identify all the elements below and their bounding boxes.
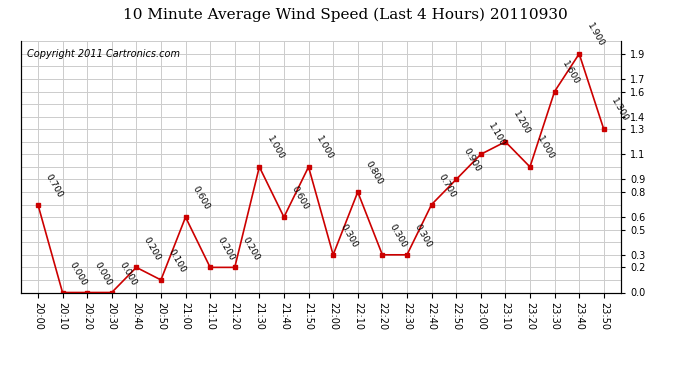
Text: 0.000: 0.000 — [92, 260, 113, 287]
Text: 0.700: 0.700 — [437, 172, 458, 199]
Text: 10 Minute Average Wind Speed (Last 4 Hours) 20110930: 10 Minute Average Wind Speed (Last 4 Hou… — [123, 8, 567, 22]
Text: 0.000: 0.000 — [68, 260, 89, 287]
Text: 1.000: 1.000 — [314, 134, 335, 161]
Text: 0.200: 0.200 — [216, 235, 237, 262]
Text: 1.300: 1.300 — [609, 97, 630, 124]
Text: 0.900: 0.900 — [462, 147, 482, 174]
Text: 0.700: 0.700 — [43, 172, 64, 199]
Text: 1.900: 1.900 — [584, 21, 605, 48]
Text: 0.300: 0.300 — [413, 222, 433, 249]
Text: 0.800: 0.800 — [364, 159, 384, 186]
Text: 0.600: 0.600 — [290, 184, 310, 211]
Text: 0.200: 0.200 — [142, 235, 163, 262]
Text: 1.000: 1.000 — [265, 134, 286, 161]
Text: 1.200: 1.200 — [511, 110, 531, 136]
Text: 1.000: 1.000 — [535, 134, 556, 161]
Text: 1.600: 1.600 — [560, 59, 581, 86]
Text: 1.100: 1.100 — [486, 122, 507, 149]
Text: 0.300: 0.300 — [339, 222, 359, 249]
Text: 0.100: 0.100 — [166, 248, 187, 274]
Text: 0.200: 0.200 — [240, 235, 261, 262]
Text: Copyright 2011 Cartronics.com: Copyright 2011 Cartronics.com — [27, 49, 179, 59]
Text: 0.300: 0.300 — [388, 222, 408, 249]
Text: 0.000: 0.000 — [117, 260, 138, 287]
Text: 0.600: 0.600 — [191, 184, 212, 211]
